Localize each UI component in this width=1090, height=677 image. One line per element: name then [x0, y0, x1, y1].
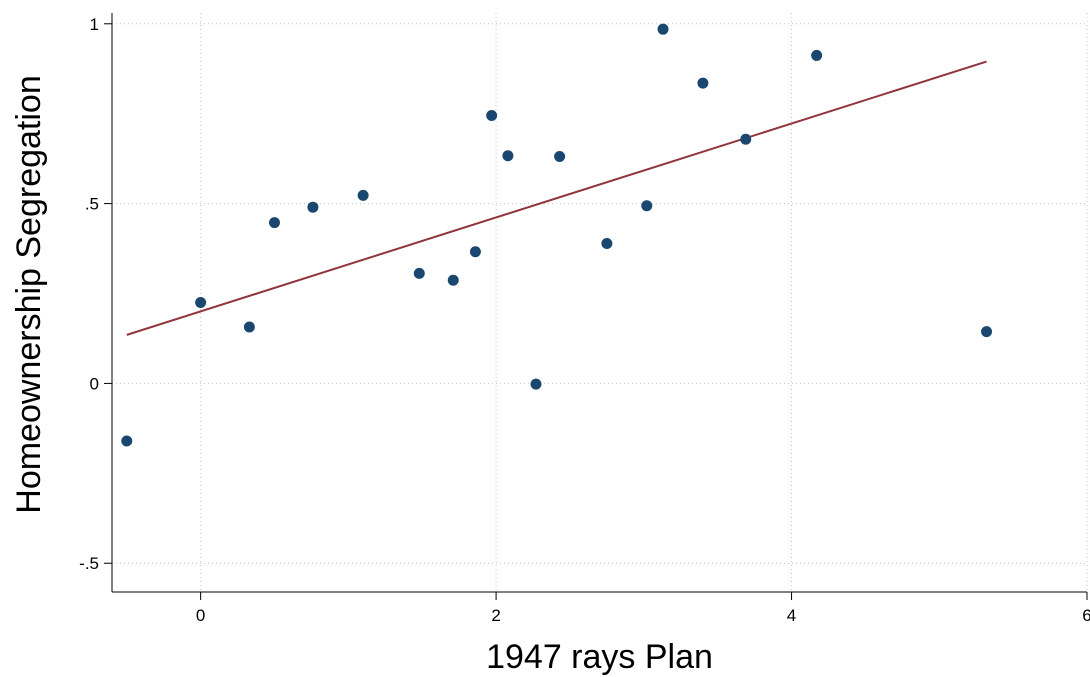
x-tick-label: 0: [196, 606, 205, 625]
scatter-point: [486, 109, 498, 121]
scatter-point: [469, 246, 481, 258]
grid-lines: [112, 13, 1088, 592]
y-tick-label: .5: [85, 195, 99, 214]
x-tick-label: 2: [491, 606, 500, 625]
scatter-point: [657, 23, 669, 35]
fitted-line: [126, 60, 987, 336]
x-axis-title: 1947 rays Plan: [486, 638, 713, 676]
scatter-point: [447, 274, 459, 286]
scatter-point: [554, 150, 566, 162]
scatter-point: [811, 49, 823, 61]
scatter-point: [413, 267, 425, 279]
x-tick-label: 6: [1082, 606, 1090, 625]
axis-ticks: 0 2 4 6 -.5 0 .5 1: [79, 15, 1090, 625]
scatter-point: [502, 150, 514, 162]
scatter-point: [740, 133, 752, 145]
axes: [111, 13, 1087, 593]
scatter-point: [357, 189, 369, 201]
y-tick-label: 0: [90, 374, 99, 393]
scatter-point: [981, 326, 993, 338]
scatter-point: [269, 217, 280, 229]
y-axis-title: Homeownership Segregation: [10, 75, 48, 513]
scatter-point: [601, 238, 613, 250]
scatter-point: [697, 77, 709, 89]
y-tick-label: 1: [90, 15, 99, 34]
scatter-point: [243, 321, 255, 333]
scatter-point: [530, 378, 542, 390]
scatter-point: [121, 435, 133, 447]
scatter-point: [641, 200, 653, 212]
scatter-point: [195, 297, 207, 308]
y-tick-label: -.5: [79, 554, 99, 573]
scatter-point: [307, 201, 319, 213]
data-series: [121, 23, 993, 447]
x-tick-label: 4: [787, 606, 796, 625]
